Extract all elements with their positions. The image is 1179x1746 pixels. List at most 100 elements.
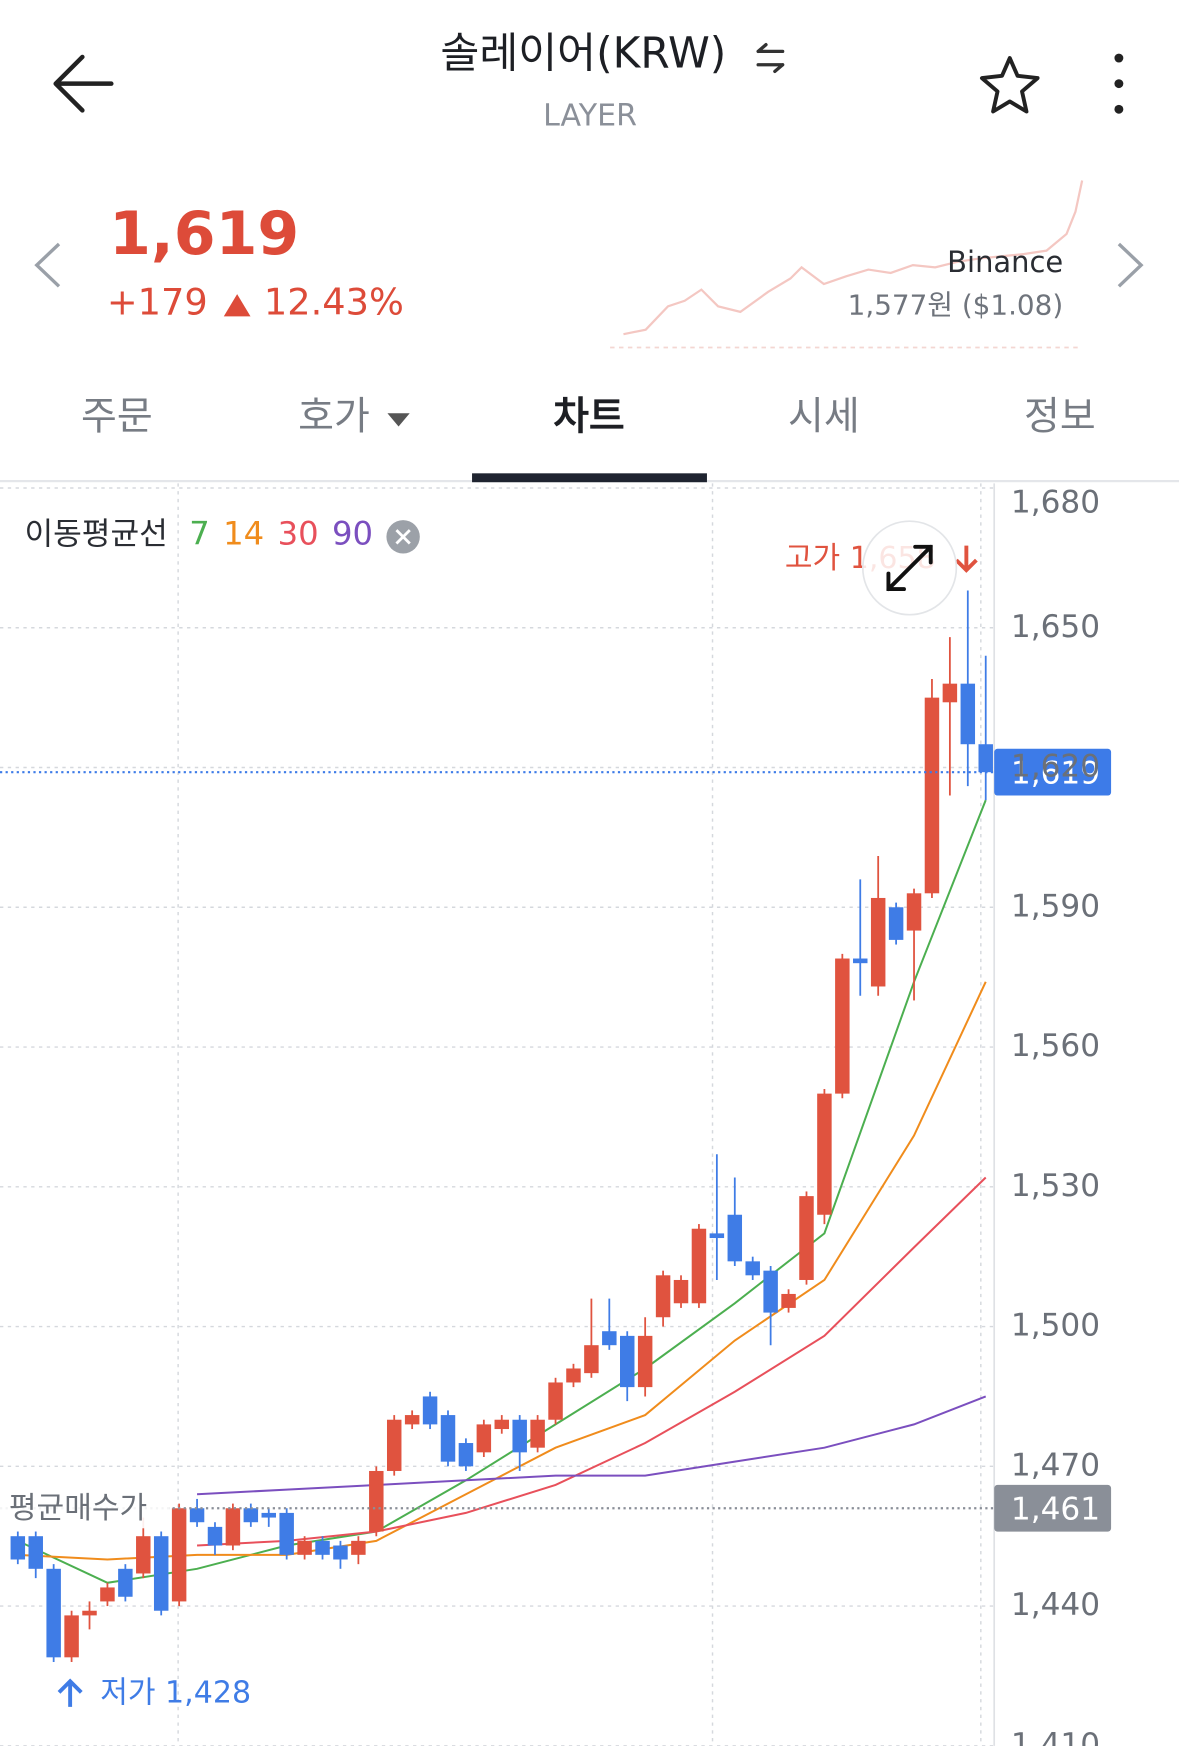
candle-body bbox=[351, 1540, 366, 1555]
candle-body bbox=[261, 1512, 276, 1518]
legend-entry: 90 bbox=[332, 515, 373, 553]
tab[interactable]: 호가 bbox=[298, 394, 370, 439]
candle-body bbox=[781, 1293, 796, 1308]
low-marker-name: 저가 bbox=[100, 1675, 155, 1710]
candle-body bbox=[691, 1228, 707, 1304]
candle-body bbox=[476, 1424, 492, 1453]
candle-body bbox=[440, 1415, 456, 1462]
candle-body bbox=[386, 1419, 402, 1471]
exchange-name: Binance bbox=[947, 245, 1063, 279]
high-marker-name: 고가 bbox=[785, 541, 840, 576]
tab[interactable]: 정보 bbox=[1024, 394, 1096, 439]
exchange-krw: 1,577원 bbox=[848, 288, 953, 321]
candle-body bbox=[602, 1331, 617, 1346]
more-button[interactable] bbox=[1114, 53, 1124, 114]
y-tick-label: 1,560 bbox=[1011, 1028, 1100, 1064]
chart bbox=[177, 483, 996, 1746]
y-tick-label: 1,680 bbox=[1011, 484, 1100, 520]
candle-body bbox=[620, 1335, 635, 1388]
candle-body bbox=[207, 1526, 223, 1546]
candle-body bbox=[745, 1261, 760, 1276]
next-button[interactable] bbox=[1117, 242, 1144, 288]
candle-body bbox=[279, 1512, 294, 1555]
y-tick-label: 1,470 bbox=[1011, 1447, 1100, 1483]
candle-body bbox=[28, 1536, 43, 1569]
candle-body bbox=[404, 1415, 420, 1425]
candle-body bbox=[673, 1279, 689, 1304]
candle-body bbox=[888, 907, 904, 940]
candle-body bbox=[584, 1345, 599, 1374]
current-price: 1,619 bbox=[109, 199, 299, 269]
candle-body bbox=[942, 683, 958, 703]
price-change-pct: 12.43% bbox=[264, 281, 404, 324]
swap-icon[interactable] bbox=[756, 43, 785, 74]
candle-body bbox=[422, 1396, 438, 1425]
exchange-price: 1,577원 ($1.08) bbox=[848, 288, 1064, 321]
candle-body bbox=[637, 1335, 653, 1388]
y-tick-label: 1,410 bbox=[1011, 1727, 1100, 1746]
title: 솔레이어(KRW) bbox=[440, 28, 726, 77]
tab[interactable]: 주문 bbox=[81, 394, 153, 439]
legend-entry: 7 bbox=[189, 515, 210, 553]
candle-body bbox=[494, 1419, 510, 1430]
candle-body bbox=[153, 1536, 169, 1611]
tab-indicator bbox=[472, 473, 707, 483]
candle-body bbox=[978, 744, 993, 773]
candle-body bbox=[727, 1214, 743, 1262]
y-tick-label: 1,590 bbox=[1011, 888, 1100, 924]
candle-body bbox=[548, 1382, 563, 1420]
y-tick-label: 1,500 bbox=[1011, 1308, 1100, 1344]
candle-body bbox=[369, 1470, 384, 1532]
y-tick-label: 1,440 bbox=[1011, 1587, 1100, 1623]
tab-active[interactable]: 차트 bbox=[553, 394, 625, 439]
candle-body bbox=[171, 1508, 187, 1602]
tab[interactable]: 시세 bbox=[788, 394, 860, 439]
y-tick-label: 1,620 bbox=[1011, 749, 1100, 785]
candle-body bbox=[566, 1368, 581, 1383]
exchange-usd: ($1.08) bbox=[962, 288, 1063, 321]
symbol: LAYER bbox=[543, 99, 637, 134]
candle-body bbox=[82, 1610, 97, 1616]
candle-body bbox=[512, 1419, 527, 1453]
current-price-tag bbox=[994, 748, 1112, 796]
candle-body bbox=[709, 1233, 725, 1239]
candle-body bbox=[763, 1270, 778, 1313]
candle-body bbox=[906, 893, 922, 931]
avg-buy-name: 평균매수가 bbox=[9, 1491, 147, 1526]
legend-close-x bbox=[395, 529, 411, 545]
legend-entry: 30 bbox=[278, 515, 319, 553]
candle-body bbox=[46, 1568, 61, 1658]
moving-average-line bbox=[17, 799, 987, 1584]
candle-body bbox=[853, 958, 868, 964]
candle-body bbox=[835, 958, 850, 1094]
candle-body bbox=[118, 1568, 133, 1597]
moving-average-line bbox=[197, 1395, 987, 1496]
candle-body bbox=[136, 1536, 151, 1574]
candle-body bbox=[655, 1275, 671, 1318]
avg-buy-name-bg bbox=[0, 1483, 170, 1529]
candle-body bbox=[189, 1508, 205, 1523]
prev-button[interactable] bbox=[34, 242, 61, 288]
candle-body bbox=[64, 1615, 79, 1658]
candle-body bbox=[225, 1508, 241, 1546]
candle-body bbox=[10, 1536, 26, 1560]
moving-average-line bbox=[197, 1176, 987, 1547]
low-arrow bbox=[57, 1678, 83, 1707]
back-button[interactable] bbox=[53, 54, 114, 113]
candle-body bbox=[870, 897, 886, 987]
legend-entry: 14 bbox=[223, 515, 264, 553]
candle-body bbox=[243, 1508, 259, 1523]
avg-buy-label: 1,461 bbox=[1011, 1491, 1100, 1527]
candle-body bbox=[315, 1540, 330, 1555]
expand-icon bbox=[886, 544, 933, 592]
dropdown-caret bbox=[387, 413, 410, 427]
y-tick-label: 1,650 bbox=[1011, 609, 1100, 645]
avg-buy-tag bbox=[994, 1484, 1112, 1532]
favorite-button[interactable] bbox=[979, 56, 1040, 114]
low-marker: 저가 1,428 bbox=[100, 1675, 251, 1710]
sparkline bbox=[623, 180, 1084, 336]
candle-body bbox=[817, 1093, 832, 1215]
